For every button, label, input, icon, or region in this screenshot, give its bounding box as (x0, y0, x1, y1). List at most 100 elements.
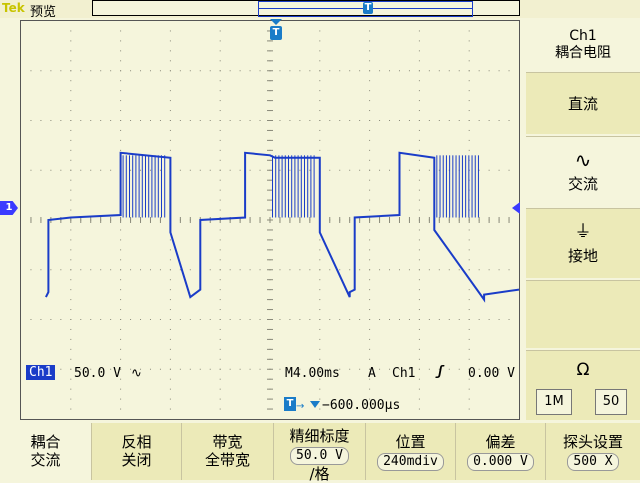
grid-dot (389, 269, 391, 271)
bottom-position-button[interactable]: 位置 240mdiv (366, 423, 456, 480)
bottom-probe-setup-value: 500 X (567, 453, 619, 471)
grid-dot (369, 328, 371, 330)
grid-dot (468, 40, 470, 42)
grid-dot (239, 368, 241, 370)
grid-dot (219, 328, 221, 330)
grid-dot (110, 70, 112, 72)
grid-dot (369, 100, 371, 102)
grid-dot (319, 80, 321, 82)
grid-dot (259, 269, 261, 271)
trigger-position-marker[interactable]: T (270, 26, 282, 40)
grid-dot (468, 338, 470, 340)
bottom-offset-button[interactable]: 偏差 0.000 V (456, 423, 546, 480)
grid-dot (448, 269, 450, 271)
grid-dot (70, 398, 72, 400)
grid-dot (498, 70, 500, 72)
grid-dot (468, 259, 470, 261)
grid-dot (199, 70, 201, 72)
grid-dot (498, 269, 500, 271)
grid-dot (209, 269, 211, 271)
grid-dot (100, 70, 102, 72)
grid-dot (339, 319, 341, 320)
grid-dot (120, 358, 122, 360)
grid-dot (140, 368, 142, 370)
ohm-icon: Ω (576, 360, 590, 380)
grid-dot (40, 169, 42, 171)
record-view-window[interactable] (258, 1, 473, 17)
grid-dot (319, 239, 321, 241)
grid-dot (110, 319, 112, 320)
side-option-ac[interactable]: ∿ 交流 (526, 136, 640, 206)
grid-dot (219, 110, 221, 112)
grid-dot (369, 408, 371, 410)
grid-dot (219, 269, 221, 271)
grid-dot (428, 70, 430, 72)
grid-dot (169, 50, 171, 52)
grid-dot (468, 90, 470, 92)
grid-dot (418, 398, 420, 400)
grid-dot (219, 70, 221, 72)
grid-dot (289, 169, 291, 171)
trigger-level-marker-icon[interactable] (512, 202, 520, 214)
grid-dot (90, 319, 92, 320)
grid-dot (408, 368, 410, 370)
grid-dot (120, 100, 122, 102)
grid-dot (80, 319, 82, 320)
grid-dot (468, 398, 470, 400)
bottom-position-label: 位置 (395, 433, 426, 451)
grid-dot (369, 319, 371, 320)
side-option-dc[interactable]: 直流 (526, 72, 640, 134)
bottom-invert-label: 反相 (121, 433, 152, 451)
grid-dot (70, 299, 72, 301)
grid-dot (369, 179, 371, 181)
grid-dot (339, 368, 341, 370)
grid-dot (458, 269, 460, 271)
grid-dot (60, 319, 62, 320)
waveform-display[interactable] (20, 20, 520, 420)
grid-dot (50, 319, 52, 320)
grid-dot (70, 388, 72, 390)
grid-dot (169, 348, 171, 350)
grid-dot (189, 169, 191, 171)
grid-dot (179, 169, 181, 171)
grid-dot (70, 100, 72, 102)
grid-dot (169, 338, 171, 340)
bottom-invert-button[interactable]: 反相 关闭 (92, 423, 182, 480)
grid-dot (418, 239, 420, 241)
bottom-probe-setup-button[interactable]: 探头设置 500 X (546, 423, 640, 480)
grid-dot (488, 368, 490, 370)
bottom-fine-scale-button[interactable]: 精细标度 50.0 V /格 (274, 423, 366, 483)
grid-dot (110, 169, 112, 171)
grid-dot (219, 40, 221, 42)
impedance-1m-button[interactable]: 1M (536, 389, 572, 415)
grid-dot (369, 338, 371, 340)
grid-dot (418, 368, 420, 370)
grid-dot (289, 269, 291, 271)
side-option-ground[interactable]: ⏚ 接地 (526, 208, 640, 278)
grid-dot (229, 269, 231, 271)
grid-dot (120, 90, 122, 92)
grid-dot (359, 169, 361, 171)
bottom-bandwidth-button[interactable]: 带宽 全带宽 (182, 423, 274, 480)
grid-dot (219, 309, 221, 311)
bottom-fine-scale-value: 50.0 V (290, 447, 349, 465)
grid-dot (448, 120, 450, 121)
side-menu-heading: 耦合电阻 (555, 45, 611, 61)
bottom-probe-setup-label: 探头设置 (562, 433, 623, 451)
record-overview-bar[interactable]: T (92, 0, 520, 17)
grid-dot (219, 289, 221, 291)
grid-dot (239, 120, 241, 121)
grid-dot (369, 249, 371, 251)
bottom-offset-value: 0.000 V (467, 453, 534, 471)
bottom-coupling-button[interactable]: 耦合 交流 (0, 423, 92, 480)
ch1-ground-marker[interactable]: 1 (0, 201, 18, 215)
grid-dot (219, 398, 221, 400)
impedance-50-button[interactable]: 50 (595, 389, 627, 415)
grid-dot (329, 269, 331, 271)
grid-dot (189, 120, 191, 121)
grid-dot (70, 319, 72, 320)
grid-dot (169, 289, 171, 291)
grid-dot (438, 70, 440, 72)
grid-dot (70, 179, 72, 181)
grid-dot (369, 149, 371, 151)
